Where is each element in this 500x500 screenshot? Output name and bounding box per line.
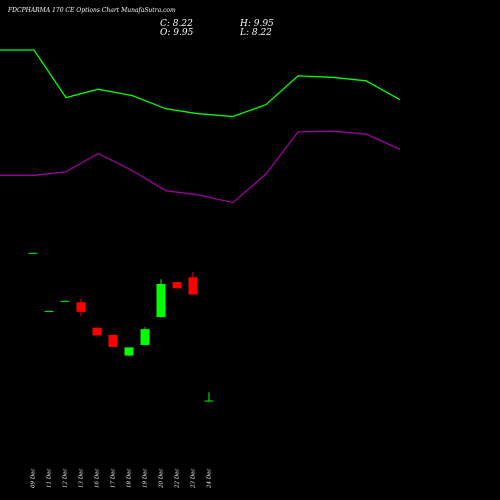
x-tick-label: 20 Dec [159,469,165,490]
open-value: O: 9.95 [160,28,194,38]
candle-body [44,310,54,312]
lower-line [0,130,401,204]
x-tick-label: 24 Dec [207,469,213,490]
x-axis-labels: 09 Dec 11 Dec 12 Dec 13 Dec 16 Dec 17 Dec 18 D… [31,469,213,490]
x-tick-label: 23 Dec [191,469,197,490]
candle-body [76,302,86,312]
x-tick-label: 19 Dec [143,469,149,489]
candle-body [124,347,134,356]
high-value: H: 9.95 [240,19,274,29]
x-tick-label: 16 Dec [95,469,101,489]
candle-body [108,334,118,347]
low-value: L: 8.22 [240,28,272,38]
chart-title: FDCPHARMA 170 CE Options Chart MunafaSut… [8,7,176,14]
candle-body [172,282,182,289]
x-tick-label: 17 Dec [111,469,117,489]
candle-body [140,329,150,345]
x-tick-label: 11 Dec [47,469,53,489]
x-tick-label: 12 Dec [63,469,69,489]
indicator-lines [0,49,401,204]
x-tick-label: 22 Dec [175,469,181,490]
close-value: C: 8.22 [160,19,193,29]
x-tick-label: 18 Dec [127,469,133,489]
candle-body [156,284,166,318]
x-tick-label: 13 Dec [79,469,85,489]
candle-body [28,252,38,254]
candle-body [92,327,102,336]
candles [28,252,214,402]
candle-body [204,400,214,402]
upper-line [0,49,401,118]
x-tick-label: 09 Dec [31,469,37,489]
candle-body [188,277,198,295]
candle-body [60,300,70,302]
